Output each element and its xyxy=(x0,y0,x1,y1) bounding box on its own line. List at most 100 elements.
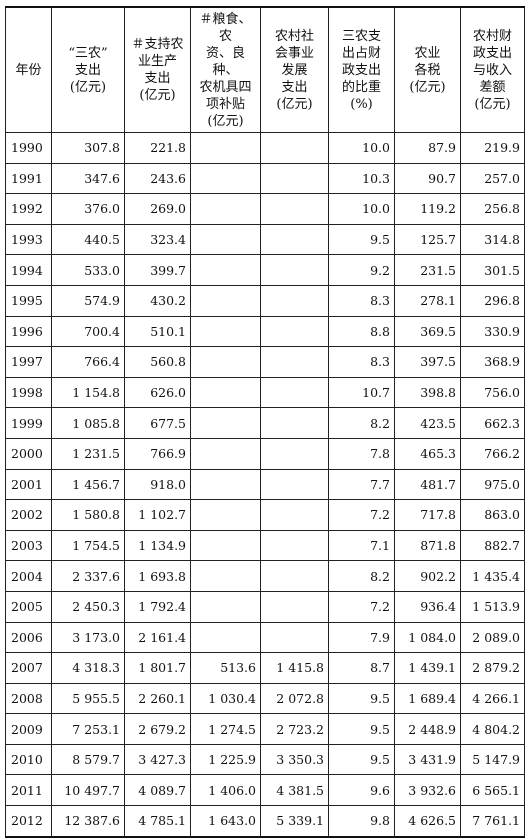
value-cell xyxy=(260,499,329,531)
value-cell: 8.8 xyxy=(328,315,395,348)
value-cell: 717.8 xyxy=(394,499,461,531)
value-cell: 936.4 xyxy=(394,590,461,623)
value-cell: 2 337.6 xyxy=(51,560,125,592)
value-cell: 3 427.3 xyxy=(124,743,191,776)
value-cell xyxy=(260,193,329,225)
column-header-5: 三农支 出占财 政支出 的比重 (%) xyxy=(328,6,395,133)
value-cell: 4 266.1 xyxy=(460,682,525,715)
value-cell: 5 339.1 xyxy=(260,805,329,838)
table-row: 2008 5 955.5 2 260.1 1 030.4 2 072.8 9.5 1 689… xyxy=(5,682,525,715)
table-row: 1994 533.0 399.7 9.2 231.5 301.5 xyxy=(5,254,525,286)
value-cell: 10 497.7 xyxy=(51,774,125,807)
year-cell: 1991 xyxy=(5,162,52,195)
value-cell: 766.4 xyxy=(51,346,125,378)
value-cell xyxy=(190,560,261,592)
value-cell xyxy=(190,376,261,409)
value-cell: 510.1 xyxy=(124,315,191,348)
table-row: 2009 7 253.1 2 679.2 1 274.5 2 723.2 9.5 2 448… xyxy=(5,713,525,745)
data-table-container: 年份 “三农” 支出 (亿元) ＃支持农 业生产 支出 (亿元) ＃粮食、农 资、良种、 农机具四项… xyxy=(5,6,525,838)
value-cell: 1 274.5 xyxy=(190,713,261,745)
value-cell: 296.8 xyxy=(460,284,525,317)
value-cell: 4 089.7 xyxy=(124,774,191,807)
value-cell: 4 626.5 xyxy=(394,805,461,838)
value-cell: 2 448.9 xyxy=(394,713,461,745)
value-cell: 119.2 xyxy=(394,193,461,225)
year-cell: 1994 xyxy=(5,254,52,286)
year-cell: 2010 xyxy=(5,743,52,776)
table-row: 2001 1 456.7 918.0 7.7 481.7 975.0 xyxy=(5,468,525,501)
value-cell: 1 754.5 xyxy=(51,529,125,562)
value-cell: 1 456.7 xyxy=(51,468,125,501)
value-cell xyxy=(260,529,329,562)
value-cell: 7.7 xyxy=(328,468,395,501)
value-cell: 513.6 xyxy=(190,652,261,684)
table-row: 1996 700.4 510.1 8.8 369.5 330.9 xyxy=(5,315,525,348)
value-cell xyxy=(190,254,261,286)
value-cell: 5 955.5 xyxy=(51,682,125,715)
value-cell: 430.2 xyxy=(124,284,191,317)
year-cell: 1995 xyxy=(5,284,52,317)
value-cell xyxy=(190,529,261,562)
value-cell: 7.2 xyxy=(328,499,395,531)
value-cell: 2 723.2 xyxy=(260,713,329,745)
value-cell: 2 879.2 xyxy=(460,652,525,684)
value-cell: 10.0 xyxy=(328,132,395,164)
table-row: 2007 4 318.3 1 801.7 513.6 1 415.8 8.7 1 439.1… xyxy=(5,652,525,684)
value-cell: 9.5 xyxy=(328,713,395,745)
value-cell: 7.1 xyxy=(328,529,395,562)
value-cell: 481.7 xyxy=(394,468,461,501)
value-cell: 626.0 xyxy=(124,376,191,409)
value-cell xyxy=(260,590,329,623)
table-row: 2006 3 173.0 2 161.4 7.9 1 084.0 2 089.0 xyxy=(5,621,525,654)
value-cell xyxy=(260,376,329,409)
value-cell: 269.0 xyxy=(124,193,191,225)
value-cell: 257.0 xyxy=(460,162,525,195)
table-header: 年份 “三农” 支出 (亿元) ＃支持农 业生产 支出 (亿元) ＃粮食、农 资、良种、 农机具四项… xyxy=(5,6,525,133)
value-cell: 1 102.7 xyxy=(124,499,191,531)
value-cell: 9.5 xyxy=(328,743,395,776)
year-cell: 2011 xyxy=(5,774,52,807)
column-header-0: 年份 xyxy=(5,6,52,133)
year-cell: 2000 xyxy=(5,437,52,470)
value-cell: 1 792.4 xyxy=(124,590,191,623)
value-cell: 9.5 xyxy=(328,682,395,715)
year-cell: 2006 xyxy=(5,621,52,654)
value-cell: 5 147.9 xyxy=(460,743,525,776)
value-cell: 766.2 xyxy=(460,437,525,470)
value-cell: 7.8 xyxy=(328,437,395,470)
value-cell: 871.8 xyxy=(394,529,461,562)
value-cell: 368.9 xyxy=(460,346,525,378)
table-row: 1992 376.0 269.0 10.0 119.2 256.8 xyxy=(5,193,525,225)
value-cell xyxy=(190,315,261,348)
year-cell: 2012 xyxy=(5,805,52,838)
value-cell xyxy=(260,560,329,592)
table-row: 2003 1 754.5 1 134.9 7.1 871.8 882.7 xyxy=(5,529,525,562)
value-cell: 1 435.4 xyxy=(460,560,525,592)
value-cell: 3 431.9 xyxy=(394,743,461,776)
column-header-4: 农村社 会事业 发展 支出 (亿元) xyxy=(260,6,329,133)
year-cell: 1998 xyxy=(5,376,52,409)
value-cell xyxy=(260,284,329,317)
table-row: 2000 1 231.5 766.9 7.8 465.3 766.2 xyxy=(5,437,525,470)
value-cell: 440.5 xyxy=(51,223,125,256)
value-cell: 10.3 xyxy=(328,162,395,195)
value-cell: 8 579.7 xyxy=(51,743,125,776)
table-body: 1990 307.8 221.8 10.0 87.9 219.9 1991 347.6 243.… xyxy=(5,132,525,838)
value-cell xyxy=(260,407,329,439)
value-cell: 301.5 xyxy=(460,254,525,286)
value-cell xyxy=(190,499,261,531)
value-cell: 7.2 xyxy=(328,590,395,623)
value-cell xyxy=(190,621,261,654)
value-cell: 975.0 xyxy=(460,468,525,501)
value-cell: 1 513.9 xyxy=(460,590,525,623)
table-row: 2011 10 497.7 4 089.7 1 406.0 4 381.5 9.6 3 93… xyxy=(5,774,525,807)
table-row: 1997 766.4 560.8 8.3 397.5 368.9 xyxy=(5,346,525,378)
year-cell: 2005 xyxy=(5,590,52,623)
year-cell: 1997 xyxy=(5,346,52,378)
value-cell: 756.0 xyxy=(460,376,525,409)
value-cell: 4 381.5 xyxy=(260,774,329,807)
value-cell: 2 260.1 xyxy=(124,682,191,715)
value-cell: 256.8 xyxy=(460,193,525,225)
value-cell: 314.8 xyxy=(460,223,525,256)
value-cell: 397.5 xyxy=(394,346,461,378)
